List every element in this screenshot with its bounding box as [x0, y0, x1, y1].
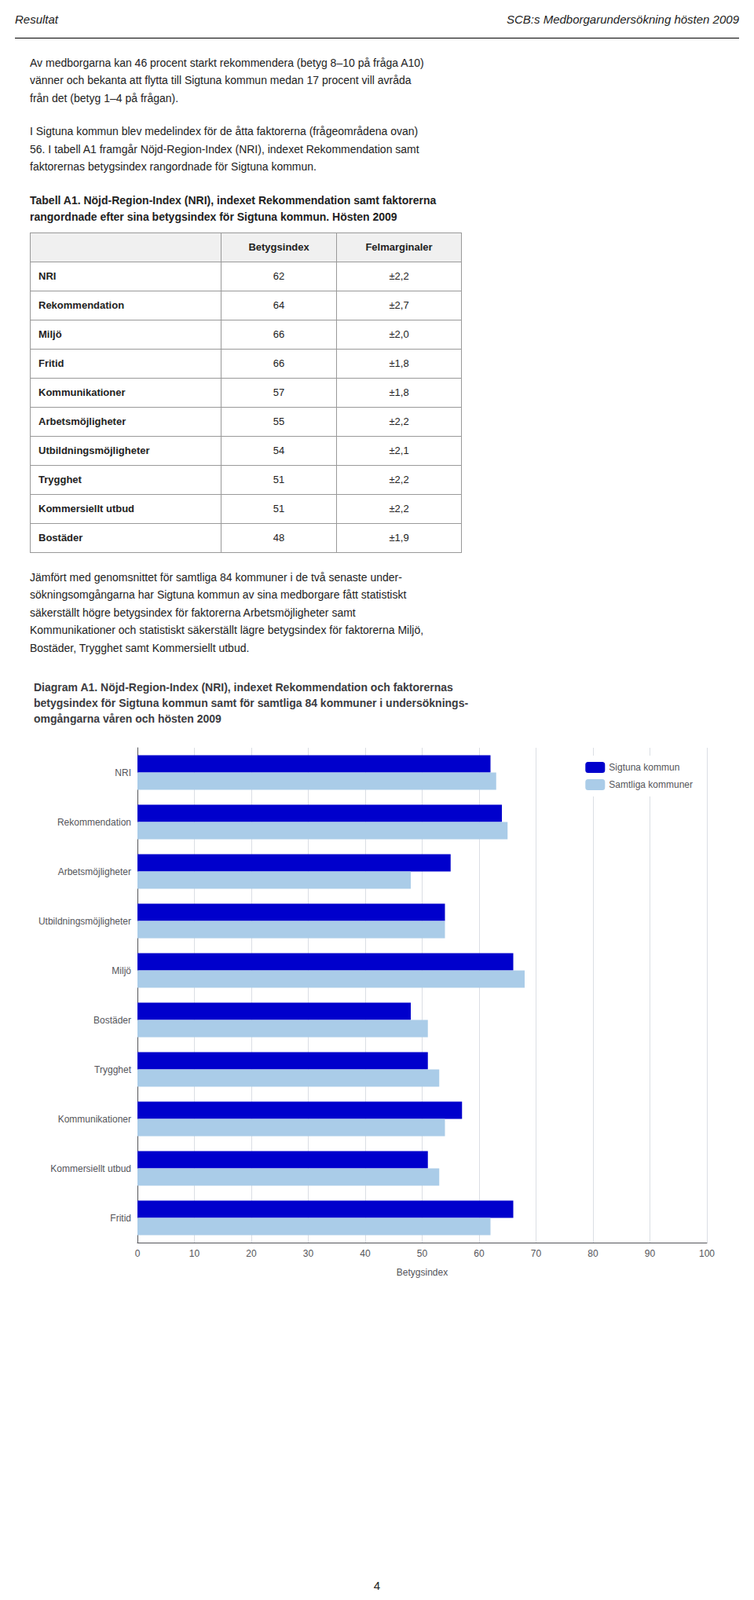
- svg-text:Rekommendation: Rekommendation: [57, 816, 132, 828]
- html-text:±1,8: ±1,8: [389, 357, 409, 370]
- html-text:55: 55: [273, 415, 285, 428]
- html-text:Utbildningsmöjligheter: Utbildningsmöjligheter: [38, 444, 150, 457]
- svg-text:Fritid: Fritid: [109, 1211, 132, 1223]
- html-text:Fritid: Fritid: [38, 357, 65, 370]
- html-text:NRI: NRI: [38, 270, 57, 283]
- html-text:I Sigtuna kommun blev medelind: I Sigtuna kommun blev medelindex för de …: [29, 125, 420, 173]
- html-text:62: 62: [273, 270, 285, 283]
- html-text:Resultat: Resultat: [14, 12, 59, 26]
- html-text:±2,7: ±2,7: [389, 299, 409, 312]
- html-text:±2,2: ±2,2: [389, 270, 409, 283]
- html-text:51: 51: [273, 502, 285, 515]
- svg-text:Kommunikationer: Kommunikationer: [58, 1112, 132, 1124]
- svg-text:60: 60: [473, 1248, 485, 1260]
- svg-text:10: 10: [189, 1248, 201, 1260]
- html-text:64: 64: [273, 299, 285, 312]
- html-text:Arbetsmöjligheter: Arbetsmöjligheter: [38, 415, 126, 428]
- html-text:Av medborgarna kan 46 procent: Av medborgarna kan 46 procent starkt rek…: [29, 56, 424, 105]
- svg-text:Arbetsmöjligheter: Arbetsmöjligheter: [58, 865, 132, 877]
- svg-text:Bostäder: Bostäder: [93, 1013, 132, 1025]
- html-text:51: 51: [273, 473, 285, 486]
- html-text:±2,2: ±2,2: [389, 502, 409, 515]
- html-text:Kommersiellt utbud: Kommersiellt utbud: [38, 502, 135, 515]
- svg-text:Betygsindex: Betygsindex: [396, 1266, 448, 1278]
- svg-text:NRI: NRI: [114, 766, 132, 778]
- html-text:66: 66: [273, 357, 285, 370]
- html-text:±1,9: ±1,9: [389, 532, 409, 544]
- html-text:±2,0: ±2,0: [389, 328, 409, 341]
- html-text:Rekommendation: Rekommendation: [38, 299, 125, 312]
- html-text:±2,1: ±2,1: [389, 444, 409, 457]
- html-text:Bostäder: Bostäder: [38, 532, 83, 544]
- svg-text:Trygghet: Trygghet: [94, 1063, 132, 1075]
- html-text:Trygghet: Trygghet: [38, 473, 82, 486]
- html-text:±2,2: ±2,2: [389, 473, 409, 486]
- svg-text:omgångarna våren och hösten 20: omgångarna våren och hösten 2009: [33, 712, 222, 725]
- html-text:Kommunikationer: Kommunikationer: [38, 386, 126, 399]
- svg-text:betygsindex för Sigtuna kommun: betygsindex för Sigtuna kommun samt för …: [33, 696, 469, 710]
- html-text:48: 48: [273, 532, 285, 544]
- svg-text:Sigtuna kommun: Sigtuna kommun: [608, 761, 680, 773]
- svg-text:40: 40: [359, 1248, 371, 1260]
- html-text:Miljö: Miljö: [38, 328, 62, 341]
- html-text:Jämfört med genomsnittet för s: Jämfört med genomsnittet för samtliga 84…: [29, 570, 424, 654]
- html-text:Betygsindex: Betygsindex: [248, 241, 310, 254]
- svg-text:0: 0: [135, 1248, 141, 1260]
- svg-text:Utbildningsmöjligheter: Utbildningsmöjligheter: [38, 915, 132, 927]
- svg-text:20: 20: [245, 1248, 257, 1260]
- html-text:±1,8: ±1,8: [389, 386, 409, 399]
- html-text:57: 57: [273, 386, 285, 399]
- html-text:Tabell A1. Nöjd-Region-Index (: Tabell A1. Nöjd-Region-Index (NRI), inde…: [29, 194, 437, 223]
- html-text:4: 4: [373, 1578, 381, 1593]
- html-text:54: 54: [273, 444, 285, 457]
- svg-text:90: 90: [644, 1248, 656, 1260]
- html-text:SCB:s Medborgarundersökning hö: SCB:s Medborgarundersökning hösten 2009: [506, 12, 740, 26]
- svg-text:80: 80: [587, 1248, 599, 1260]
- svg-text:30: 30: [303, 1248, 315, 1260]
- html-text:Felmarginaler: Felmarginaler: [365, 241, 433, 254]
- html-text:66: 66: [273, 328, 285, 341]
- svg-text:50: 50: [417, 1248, 429, 1260]
- svg-text:100: 100: [699, 1248, 715, 1260]
- svg-text:Miljö: Miljö: [111, 964, 132, 976]
- svg-text:Diagram A1. Nöjd-Region-Index: Diagram A1. Nöjd-Region-Index (NRI), ind…: [33, 680, 454, 694]
- svg-text:Kommersiellt utbud: Kommersiellt utbud: [50, 1162, 132, 1174]
- svg-text:Samtliga kommuner: Samtliga kommuner: [608, 779, 693, 791]
- html-text:±2,2: ±2,2: [389, 415, 409, 428]
- svg-text:70: 70: [530, 1248, 542, 1260]
